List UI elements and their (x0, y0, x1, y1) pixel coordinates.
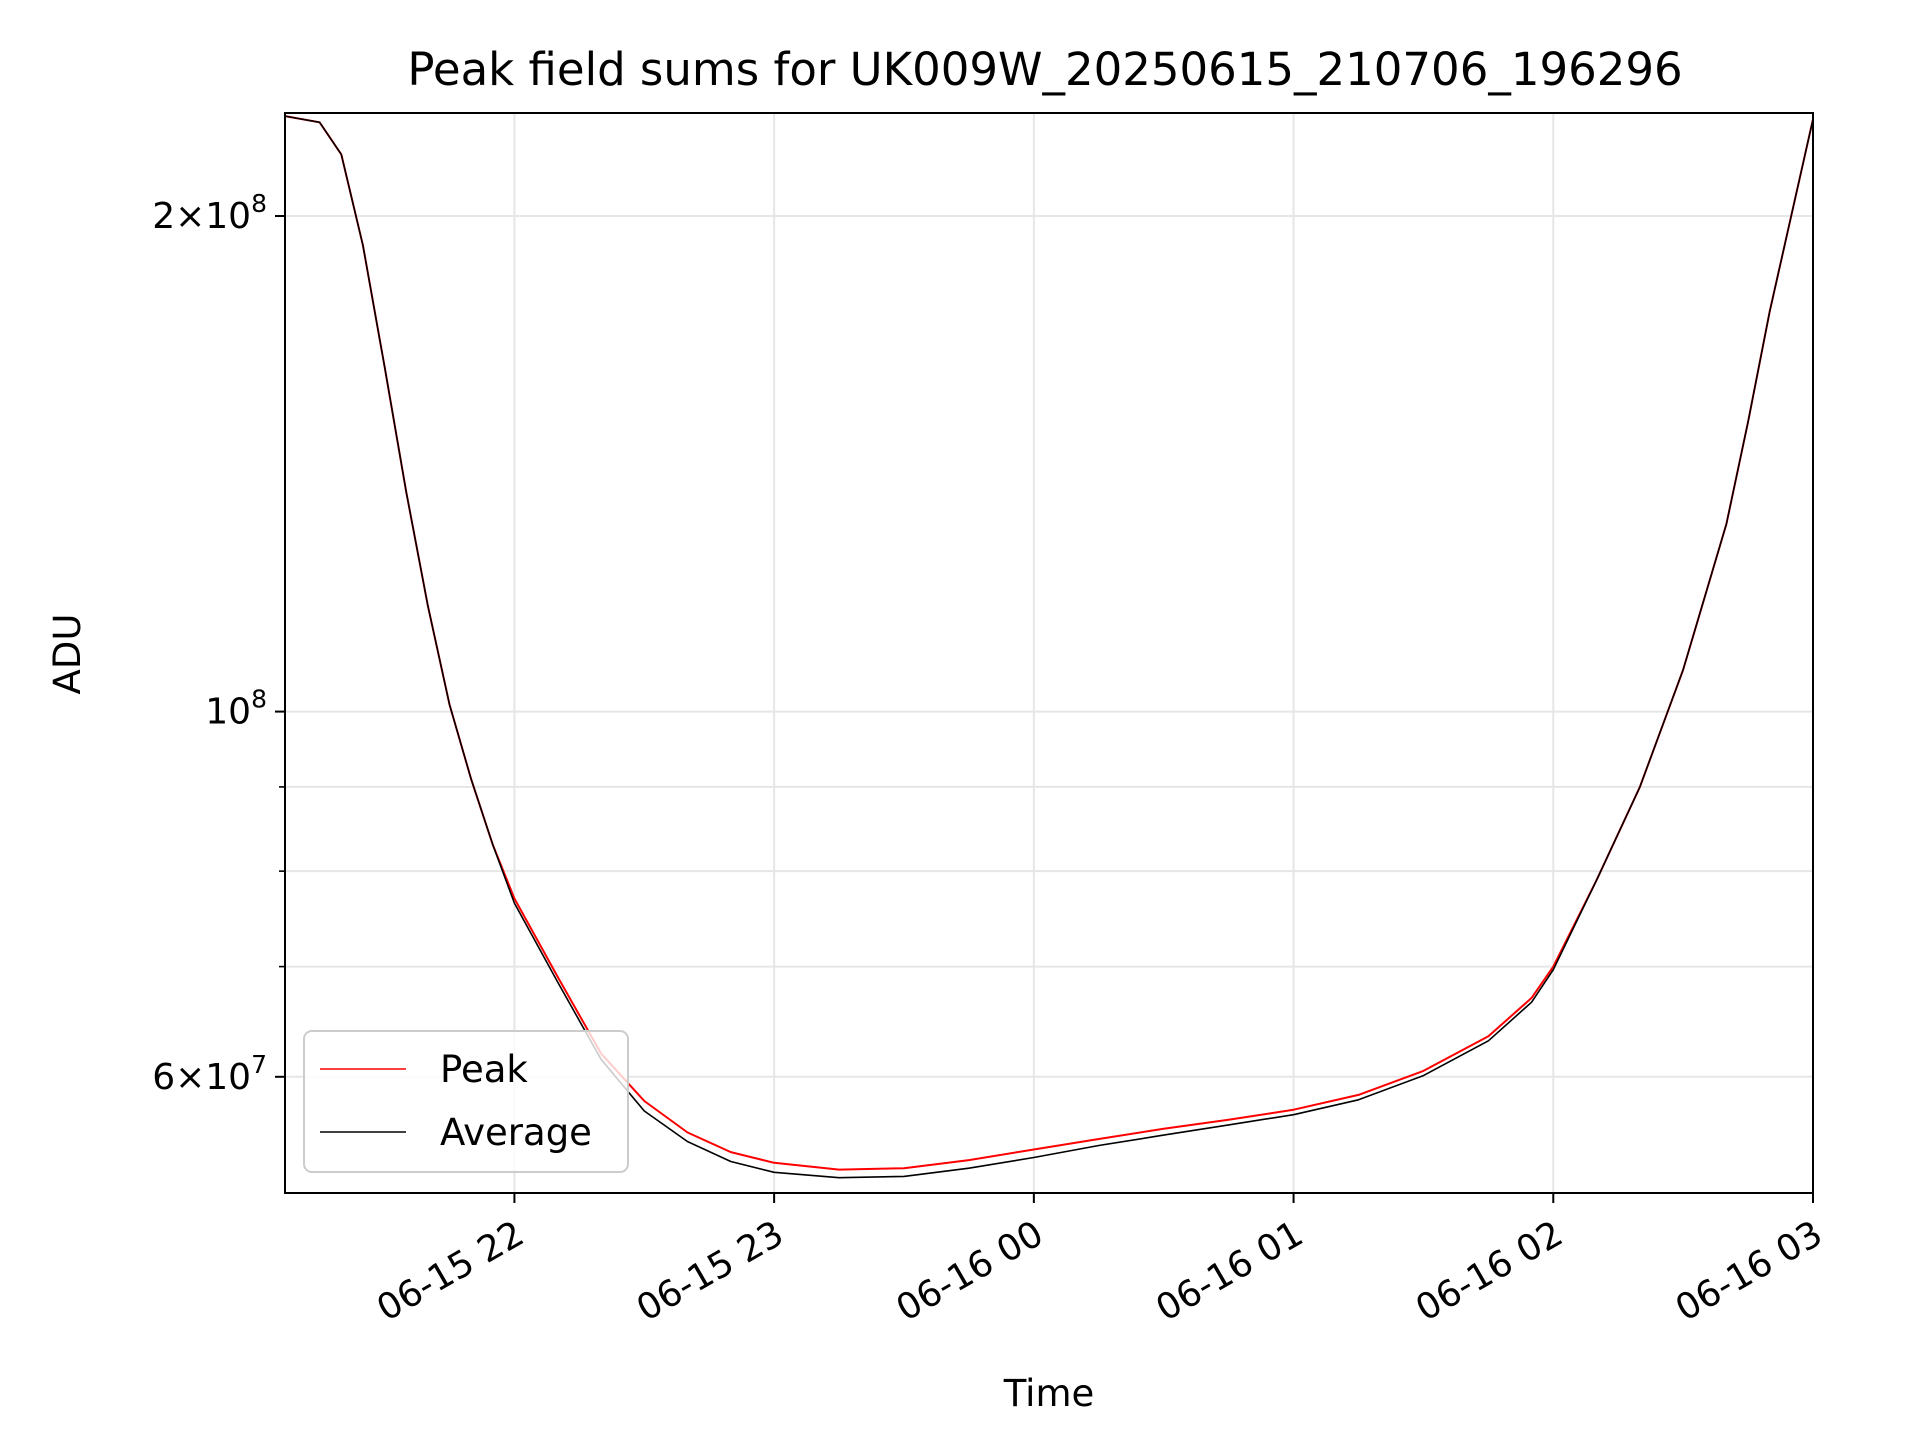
y-tick-label: 2×108 (152, 189, 267, 237)
y-tick-label: 6×107 (152, 1050, 267, 1098)
x-axis-label: Time (1003, 1372, 1095, 1415)
y-axis-label: ADU (46, 614, 89, 695)
plot-frame (284, 112, 1814, 1194)
legend: Peak Average (303, 1030, 629, 1173)
plot-series (284, 115, 1814, 1179)
legend-label-peak: Peak (440, 1048, 528, 1091)
legend-box (303, 1030, 629, 1173)
chart-title: Peak field sums for UK009W_20250615_2107… (407, 43, 1682, 96)
series-line-average (284, 115, 1814, 1179)
legend-label-average: Average (440, 1111, 592, 1154)
